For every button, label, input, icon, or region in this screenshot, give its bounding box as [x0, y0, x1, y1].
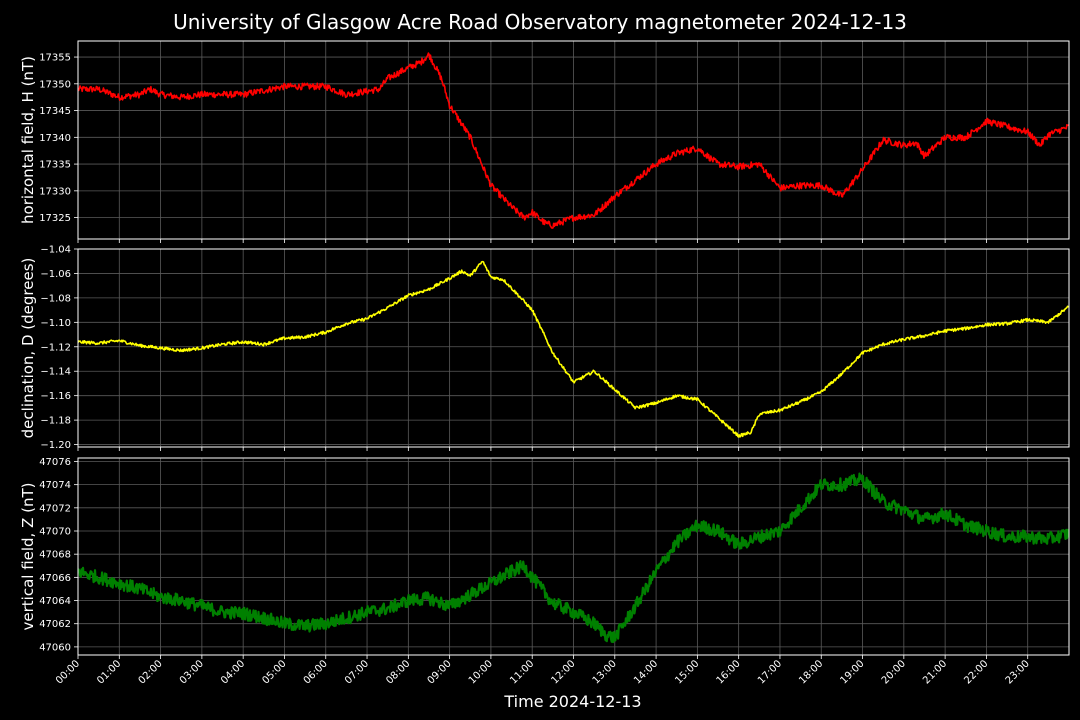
y-tick-label: −1.04 — [40, 245, 71, 256]
panel-2: −1.20 −1.18 −1.16 −1.14 −1.12 −1.10 −1.08 −1.06… — [19, 245, 1070, 451]
y-axis-label: declination, D (degrees) — [19, 258, 37, 439]
panel-frame — [77, 248, 1070, 448]
y-axis-label: vertical field, Z (nT) — [19, 482, 37, 630]
panel-1: 17325 17330 17335 17340 17345 17350 17355horiz… — [19, 40, 1070, 243]
y-tick-label: 17350 — [39, 79, 71, 90]
y-tick-label: 17340 — [39, 133, 71, 144]
y-tick-label: 47062 — [39, 619, 71, 630]
y-tick-label: −1.16 — [40, 391, 71, 402]
y-tick-label: 17355 — [39, 53, 71, 64]
y-tick-label: −1.18 — [40, 416, 71, 427]
y-tick-label: 17325 — [39, 213, 71, 224]
series-line — [78, 52, 1069, 229]
y-tick-label: −1.06 — [40, 269, 71, 280]
y-axis-label: horizontal field, H (nT) — [19, 56, 37, 224]
y-tick-label: −1.10 — [40, 318, 71, 329]
y-tick-label: 47060 — [39, 642, 71, 653]
panel-frame — [77, 40, 1070, 240]
y-tick-label: 17335 — [39, 160, 71, 171]
y-tick-label: 47064 — [39, 596, 71, 607]
y-tick-label: −1.20 — [40, 440, 71, 451]
series-line — [78, 260, 1069, 438]
x-axis-label: Time 2024-12-13 — [503, 692, 641, 711]
y-tick-label: 47074 — [39, 480, 71, 491]
y-tick-label: 17330 — [39, 186, 71, 197]
panel-frame — [77, 457, 1070, 656]
y-tick-label: −1.08 — [40, 293, 71, 304]
y-tick-label: −1.12 — [40, 342, 71, 353]
figure-title: University of Glasgow Acre Road Observat… — [173, 10, 907, 34]
y-tick-label: −1.14 — [40, 367, 71, 378]
series-line — [78, 472, 1069, 644]
y-tick-label: 47076 — [39, 457, 71, 468]
y-tick-label: 17345 — [39, 106, 71, 117]
y-tick-label: 47070 — [39, 527, 71, 538]
y-tick-label: 47066 — [39, 573, 71, 584]
y-tick-label: 47068 — [39, 550, 71, 561]
y-tick-label: 47072 — [39, 503, 71, 514]
